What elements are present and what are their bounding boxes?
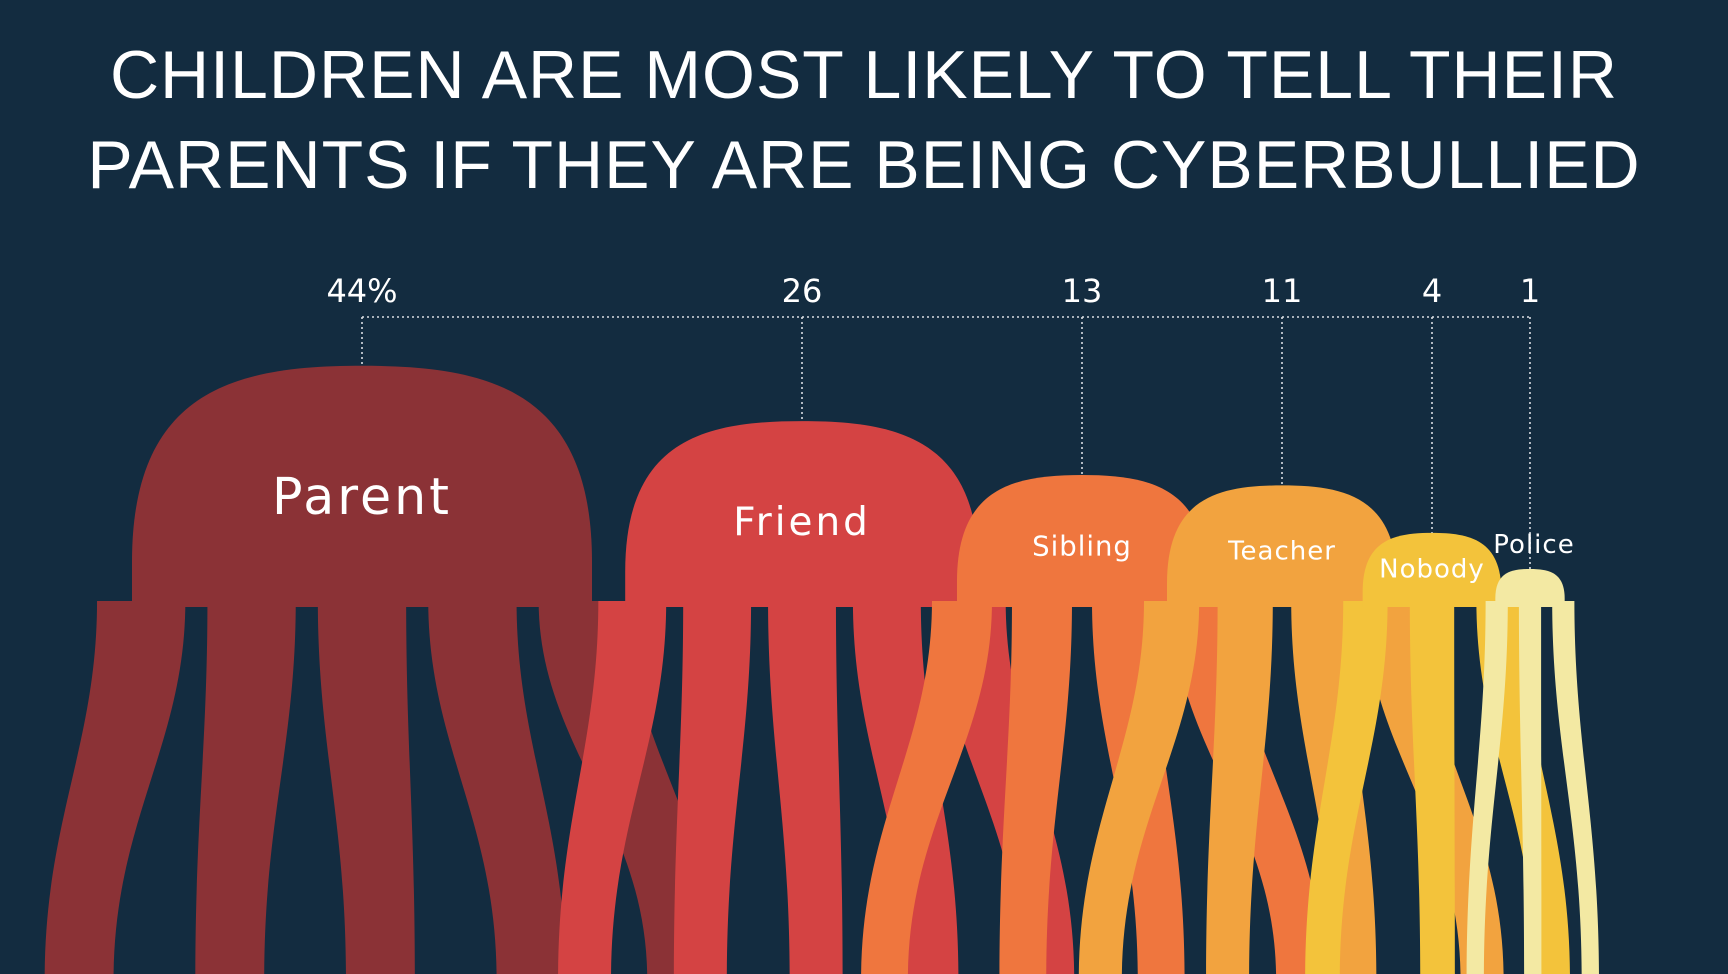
chart-title-line-1: Children are most likely to tell their: [109, 37, 1619, 113]
tentacle: [1552, 601, 1599, 974]
tentacle: [1078, 601, 1200, 974]
tentacle: [558, 601, 667, 974]
value-label: 26: [782, 272, 823, 310]
tentacle: [1206, 601, 1273, 974]
bell: [956, 474, 1208, 607]
chart-title: Children are most likely to tell their p…: [0, 30, 1728, 210]
jellyfish-parent: [44, 365, 716, 974]
category-label: Friend: [733, 500, 871, 545]
value-label: 4: [1422, 272, 1442, 310]
tentacle: [1409, 601, 1455, 974]
tentacle: [44, 601, 186, 974]
bell: [1495, 568, 1565, 607]
category-label: Nobody: [1379, 555, 1485, 585]
bell: [132, 365, 592, 607]
tentacle: [1305, 601, 1388, 974]
tentacle: [195, 601, 296, 974]
tentacle: [768, 601, 843, 974]
category-label: Police: [1493, 530, 1574, 560]
value-label: 11: [1262, 272, 1303, 310]
value-label: 13: [1062, 272, 1103, 310]
tentacle: [999, 601, 1072, 974]
bell: [1362, 532, 1502, 607]
tentacle: [1518, 601, 1542, 974]
value-label: 44%: [326, 272, 397, 310]
value-label: 1: [1520, 272, 1540, 310]
category-label: Parent: [272, 467, 452, 526]
tentacle: [317, 601, 415, 974]
bell: [1167, 485, 1397, 607]
tentacle: [428, 601, 566, 974]
bell: [625, 421, 979, 607]
category-label: Sibling: [1032, 531, 1132, 563]
tentacle: [1466, 601, 1508, 974]
chart-title-line-2: parents if they are being cyberbullied: [87, 127, 1641, 203]
jellyfish-police: [1466, 568, 1599, 974]
category-label: Teacher: [1227, 537, 1336, 567]
tentacle: [673, 601, 752, 974]
tentacle: [861, 601, 992, 974]
